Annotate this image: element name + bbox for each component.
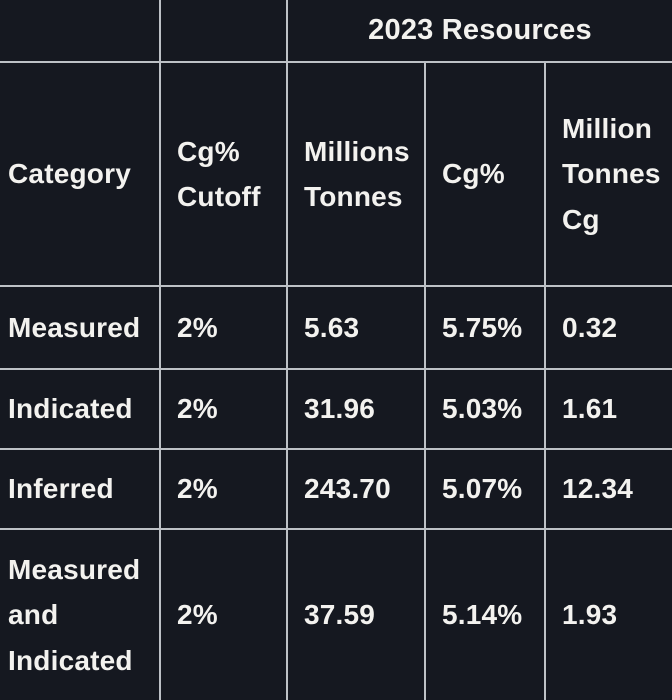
- table-title-2023-resources: 2023 Resources: [288, 0, 672, 63]
- row-measured-cutoff: 2%: [161, 287, 288, 370]
- row-indicated-million-tonnes-cg: 1.61: [546, 370, 672, 450]
- column-header-million-tonnes-cg: Million Tonnes Cg: [546, 63, 672, 287]
- row-measured-category: Measured: [0, 287, 161, 370]
- row-inferred-cg-pct: 5.07%: [426, 450, 546, 530]
- row-measured-and-indicated-category: Measured and Indicated: [0, 530, 161, 700]
- spanner-spacer-cutoff: [161, 0, 288, 63]
- row-inferred-cutoff: 2%: [161, 450, 288, 530]
- row-inferred-million-tonnes-cg: 12.34: [546, 450, 672, 530]
- row-measured-and-indicated-millions-tonnes: 37.59: [288, 530, 426, 700]
- row-inferred-category: Inferred: [0, 450, 161, 530]
- row-indicated-cg-pct: 5.03%: [426, 370, 546, 450]
- column-header-millions-tonnes: Millions Tonnes: [288, 63, 426, 287]
- row-indicated-cutoff: 2%: [161, 370, 288, 450]
- row-measured-million-tonnes-cg: 0.32: [546, 287, 672, 370]
- row-indicated-millions-tonnes: 31.96: [288, 370, 426, 450]
- row-measured-cg-pct: 5.75%: [426, 287, 546, 370]
- row-measured-and-indicated-cg-pct: 5.14%: [426, 530, 546, 700]
- row-measured-millions-tonnes: 5.63: [288, 287, 426, 370]
- column-header-cg-pct: Cg%: [426, 63, 546, 287]
- row-inferred-millions-tonnes: 243.70: [288, 450, 426, 530]
- row-measured-and-indicated-cutoff: 2%: [161, 530, 288, 700]
- row-measured-and-indicated-million-tonnes-cg: 1.93: [562, 599, 618, 631]
- column-header-category: Category: [0, 63, 161, 287]
- column-header-cg-cutoff: Cg% Cutoff: [161, 63, 288, 287]
- row-indicated-category: Indicated: [0, 370, 161, 450]
- spanner-spacer-category: [0, 0, 161, 63]
